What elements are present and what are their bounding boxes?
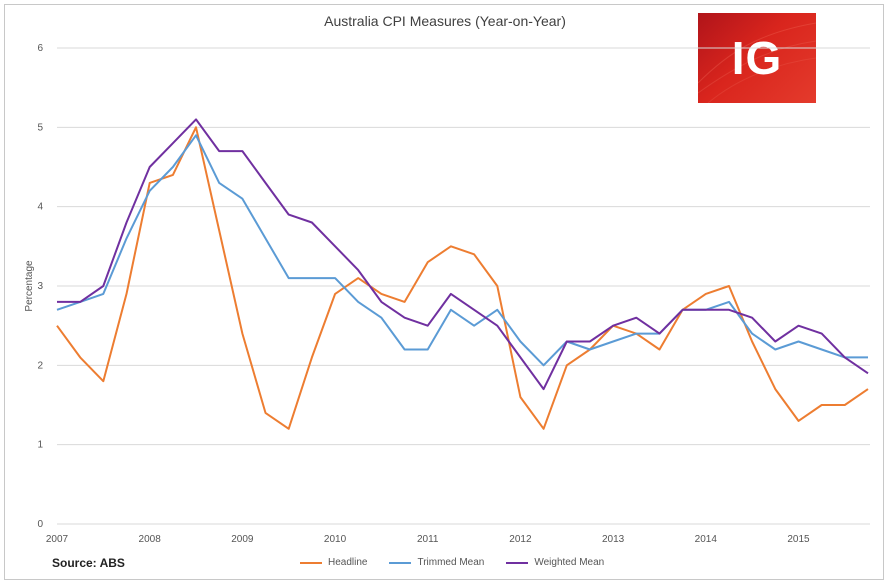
x-tick-label-2010: 2010 — [324, 534, 347, 545]
x-tick-label-2015: 2015 — [787, 534, 810, 545]
source-note: Source: ABS — [52, 556, 125, 570]
y-tick-label-1: 1 — [37, 440, 43, 451]
legend-swatch-trimmed-mean — [389, 561, 412, 564]
y-tick-label-3: 3 — [37, 281, 43, 292]
x-tick-label-2008: 2008 — [139, 534, 162, 545]
y-axis-label: Percentage — [24, 260, 35, 312]
legend-label-weighted-mean: Weighted Mean — [534, 557, 605, 568]
ig-logo: IG — [698, 13, 816, 103]
legend-label-headline: Headline — [328, 557, 368, 568]
legend-swatch-headline — [300, 561, 322, 564]
logo-text: IG — [731, 32, 783, 84]
x-tick-label-2007: 2007 — [46, 534, 69, 545]
x-tick-label-2009: 2009 — [231, 534, 254, 545]
y-tick-label-0: 0 — [37, 519, 43, 530]
x-tick-label-2013: 2013 — [602, 534, 625, 545]
chart-title: Australia CPI Measures (Year-on-Year) — [324, 13, 566, 29]
y-tick-label-2: 2 — [37, 360, 43, 371]
legend-item-headline: Headline — [300, 557, 367, 568]
x-tick-label-2011: 2011 — [417, 534, 439, 545]
x-tick-label-2012: 2012 — [509, 534, 532, 545]
series-line-headline — [56, 126, 869, 430]
y-tick-label-4: 4 — [37, 202, 43, 213]
y-tick-label-5: 5 — [37, 122, 43, 133]
legend-item-weighted-mean: Weighted Mean — [506, 557, 604, 568]
series-line-weighted-mean — [57, 118, 869, 391]
chart-legend: Headline Trimmed Mean Weighted Mean — [300, 557, 604, 568]
series-line-trimmed-mean — [56, 134, 868, 367]
legend-swatch-weighted-mean — [506, 561, 529, 564]
legend-label-trimmed-mean: Trimmed Mean — [417, 557, 485, 568]
y-tick-label-6: 6 — [37, 43, 43, 54]
x-tick-label-2014: 2014 — [695, 534, 718, 545]
legend-item-trimmed-mean: Trimmed Mean — [389, 557, 484, 568]
logo-background-swirl — [698, 22, 816, 103]
